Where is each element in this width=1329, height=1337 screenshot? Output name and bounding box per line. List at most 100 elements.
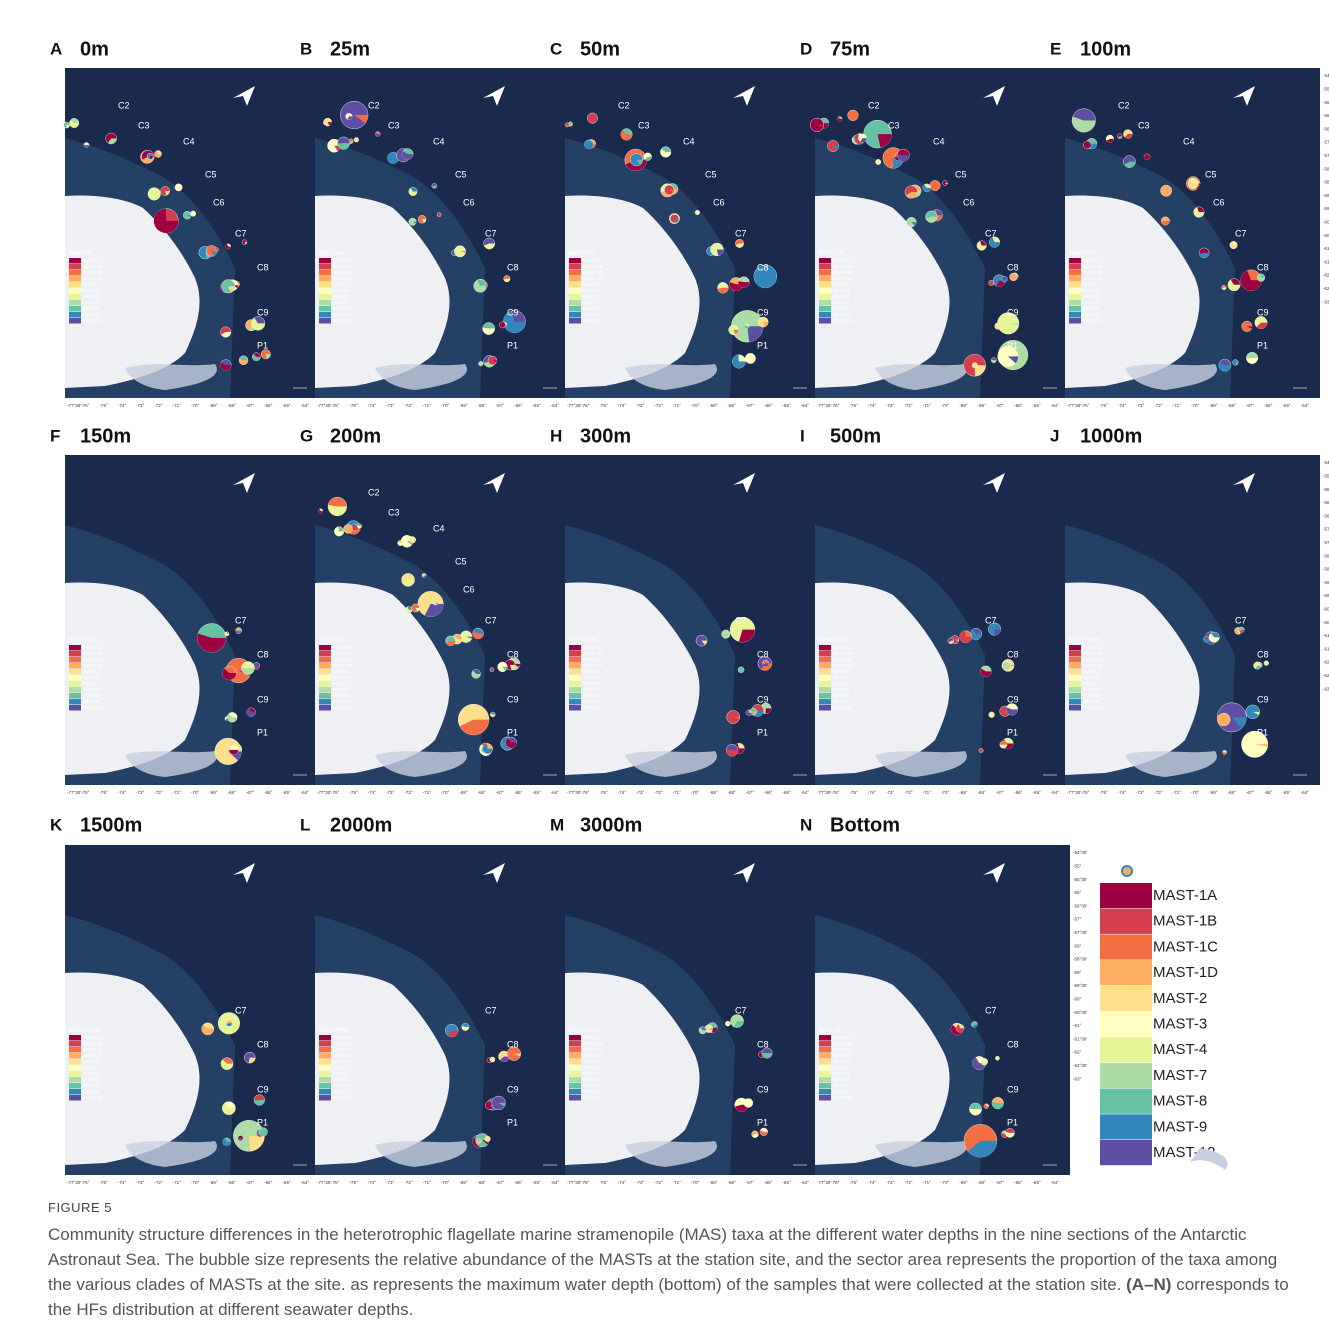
lon-label: -72° xyxy=(154,1180,163,1185)
mini-legend-swatch xyxy=(319,1053,331,1059)
mini-legend-label: MAST-4 xyxy=(1083,294,1100,299)
mini-legend-swatch xyxy=(319,1035,331,1041)
station-label: C7 xyxy=(235,615,247,625)
mini-legend-swatch xyxy=(319,1065,331,1071)
panel-letter: H xyxy=(550,426,562,445)
mini-legend-label: MAST-1A xyxy=(333,258,352,263)
panel-letter: F xyxy=(50,426,60,445)
mini-legend-label: MAST-8 xyxy=(333,1083,350,1088)
mini-legend-label: MAST-12 xyxy=(333,1095,352,1100)
mini-legend-swatch xyxy=(69,300,81,306)
panel-letter: I xyxy=(800,426,805,445)
mini-legend-label: MAST-9 xyxy=(833,1089,850,1094)
mini-legend-swatch xyxy=(69,1083,81,1089)
map: C7C8C9P1MAST-500mMAST-1AMAST-1BMAST-1CMA… xyxy=(815,455,1087,795)
station-label: C9 xyxy=(1257,694,1269,704)
mini-legend-swatch xyxy=(819,288,831,294)
mini-legend-title: MAST-500m xyxy=(819,637,847,643)
lon-label: -73° xyxy=(886,790,895,795)
panel-depth: 500m xyxy=(830,425,881,447)
mini-legend-label: MAST-7 xyxy=(583,1077,600,1082)
station-label: C9 xyxy=(1007,307,1019,317)
station-label: C9 xyxy=(257,307,269,317)
mini-legend-label: MAST-12 xyxy=(1083,705,1102,710)
panel-letter: E xyxy=(1050,39,1061,58)
lat-label: -56° xyxy=(1073,890,1082,895)
lon-label: -71° xyxy=(423,1180,432,1185)
panel-letter: L xyxy=(300,815,310,834)
lat-label: -60° xyxy=(1323,219,1329,224)
station-label: C4 xyxy=(683,136,695,146)
lon-label: -64° xyxy=(301,790,310,795)
station-label: C7 xyxy=(735,228,747,238)
mini-legend-label: MAST-2 xyxy=(83,669,100,674)
lon-label: -64° xyxy=(1301,403,1310,408)
mini-legend-swatch xyxy=(319,258,331,264)
mini-legend-swatch xyxy=(319,675,331,681)
lon-label: -73° xyxy=(136,790,145,795)
lon-label: -67° xyxy=(746,1180,755,1185)
mini-legend-swatch xyxy=(1069,651,1081,657)
lon-label: -74° xyxy=(868,403,877,408)
mini-legend-swatch xyxy=(569,1083,581,1089)
mini-legend-swatch xyxy=(569,318,581,324)
mini-legend-label: MAST-1D xyxy=(1083,663,1103,668)
lon-label: -68° xyxy=(228,1180,237,1185)
mini-legend-label: MAST-3 xyxy=(333,675,350,680)
lon-label: -65° xyxy=(532,790,541,795)
station-label: P1 xyxy=(507,1117,518,1127)
mini-legend-title: MAST-1000m xyxy=(1069,637,1100,643)
mini-legend-label: MAST-1B xyxy=(83,1041,102,1046)
lon-label: -66° xyxy=(264,1180,273,1185)
mini-legend-label: MAST-8 xyxy=(833,306,850,311)
mini-legend-swatch xyxy=(319,294,331,300)
mini-legend-swatch xyxy=(319,1047,331,1053)
lon-label: -75° xyxy=(99,403,108,408)
lon-label: -77°30' xyxy=(317,1180,331,1185)
lon-label: -72° xyxy=(1154,790,1163,795)
station-label: P1 xyxy=(257,1117,268,1127)
mini-legend-swatch xyxy=(819,663,831,669)
lon-label: -67° xyxy=(746,403,755,408)
mini-legend-label: MAST-12 xyxy=(83,318,102,323)
mini-legend-swatch xyxy=(69,699,81,705)
station-label: C9 xyxy=(1007,694,1019,704)
lon-label: -71° xyxy=(923,790,932,795)
lon-label: -68° xyxy=(978,790,987,795)
lon-label: -76° xyxy=(581,790,590,795)
station-label: C3 xyxy=(888,120,900,130)
legend-label: MAST-2 xyxy=(1153,990,1207,1007)
mini-legend-title: MAST-50m xyxy=(569,250,594,256)
mini-legend-label: MAST-4 xyxy=(333,681,350,686)
lat-label: -62° xyxy=(1323,273,1329,278)
map: C7C8C9P1MAST-300mMAST-1AMAST-1BMAST-1CMA… xyxy=(565,455,837,795)
lat-label: -61°30' xyxy=(1323,259,1329,264)
legend-swatch xyxy=(1100,1114,1152,1139)
lon-label: -73° xyxy=(1136,790,1145,795)
lon-label: -70° xyxy=(691,403,700,408)
lat-label: -60° xyxy=(1073,996,1082,1001)
mini-legend-swatch xyxy=(819,675,831,681)
mini-legend-label: MAST-9 xyxy=(83,699,100,704)
mini-legend-swatch xyxy=(319,288,331,294)
lat-label: -62° xyxy=(1323,660,1329,665)
lon-label: -74° xyxy=(118,1180,127,1185)
lon-label: -67° xyxy=(246,403,255,408)
mini-legend-swatch xyxy=(319,282,331,288)
station-label: C2 xyxy=(1118,100,1130,110)
mini-legend-label: MAST-2 xyxy=(83,1059,100,1064)
mini-legend-swatch xyxy=(819,681,831,687)
lon-label: -66° xyxy=(514,403,523,408)
lon-label: -73° xyxy=(636,790,645,795)
lon-label: -64° xyxy=(801,790,810,795)
lon-label: -72° xyxy=(1154,403,1163,408)
lon-label: -66° xyxy=(514,790,523,795)
mini-legend-label: MAST-7 xyxy=(583,300,600,305)
lon-label: -64° xyxy=(551,1180,560,1185)
station-label: C9 xyxy=(507,694,519,704)
lat-label: -58°30' xyxy=(1073,957,1087,962)
mini-legend-label: MAST-9 xyxy=(83,1089,100,1094)
station-label: C9 xyxy=(757,694,769,704)
mini-legend-swatch xyxy=(569,1053,581,1059)
mini-legend-swatch xyxy=(1069,657,1081,663)
